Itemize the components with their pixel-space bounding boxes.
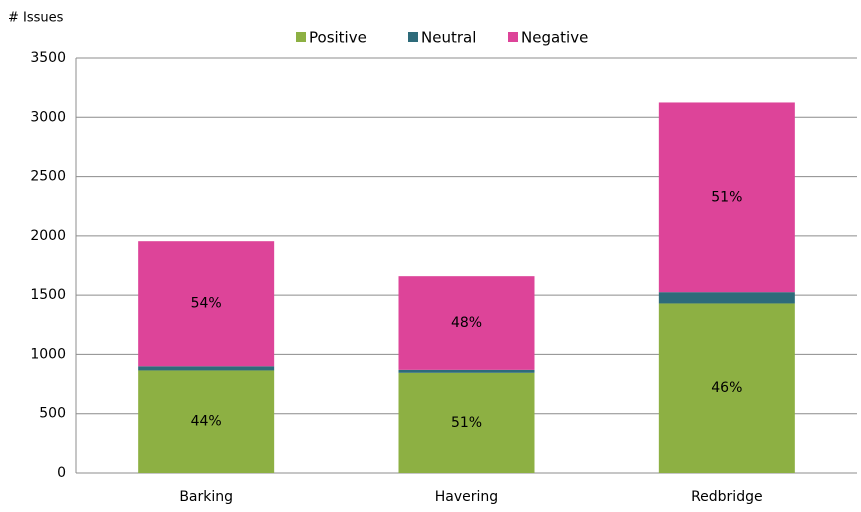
bar-segment <box>398 372 535 473</box>
legend-label: Neutral <box>421 29 476 47</box>
legend-label: Negative <box>521 29 588 47</box>
y-tick-label: 1500 <box>30 287 66 303</box>
x-tick-label: Redbridge <box>691 489 763 505</box>
data-label: 46% <box>711 380 742 396</box>
y-axis-label: # Issues <box>8 11 64 26</box>
y-tick-label: 3000 <box>30 109 66 125</box>
data-label: 54% <box>191 296 222 312</box>
y-tick-label: 500 <box>39 406 66 422</box>
y-tick-label: 1000 <box>30 346 66 362</box>
data-label: 44% <box>191 414 222 430</box>
y-tick-label: 0 <box>57 465 66 481</box>
data-label: 48% <box>451 315 482 331</box>
y-tick-label: 2000 <box>30 228 66 244</box>
x-tick-label: Havering <box>435 489 498 505</box>
bar-segment <box>138 241 275 367</box>
legend-swatch <box>508 32 518 42</box>
legend-swatch <box>296 32 306 42</box>
bar-segment <box>658 292 795 304</box>
legend-swatch <box>408 32 418 42</box>
bar-segment <box>398 369 535 373</box>
bar-segment <box>138 370 275 473</box>
x-tick-label: Barking <box>179 489 233 505</box>
y-tick-label: 3500 <box>30 50 66 66</box>
y-tick-label: 2500 <box>30 169 66 185</box>
bar-segment <box>658 303 795 473</box>
data-label: 51% <box>711 189 742 205</box>
legend-label: Positive <box>309 29 367 47</box>
bar-segment <box>658 102 795 293</box>
bar-segment <box>398 276 535 370</box>
bar-segment <box>138 366 275 371</box>
data-label: 51% <box>451 415 482 431</box>
